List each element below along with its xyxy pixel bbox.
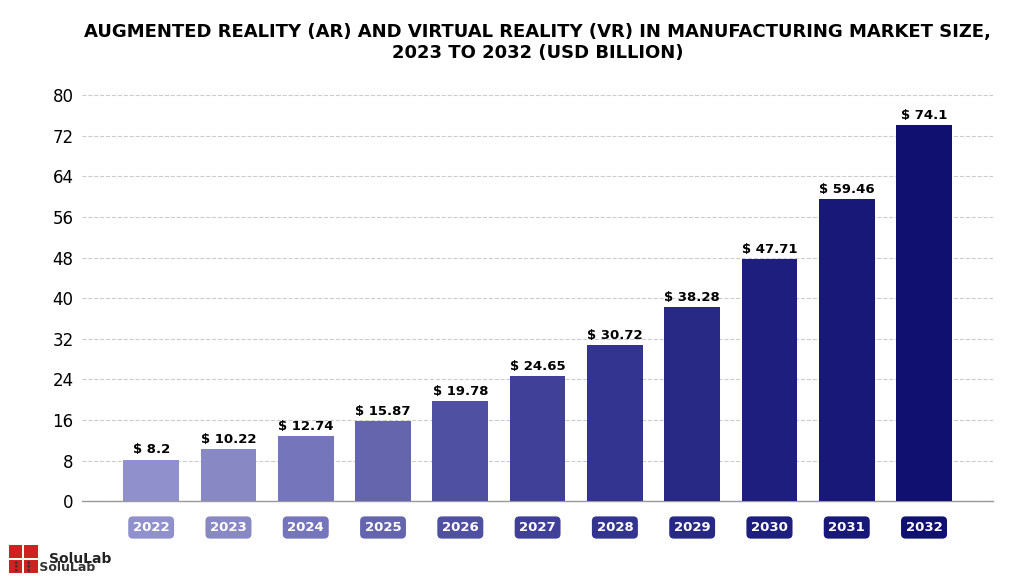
Text: $ 8.2: $ 8.2 [132,444,170,456]
Text: $ 59.46: $ 59.46 [819,183,874,196]
Text: $ 24.65: $ 24.65 [510,360,565,373]
Bar [123,460,179,501]
Bar [896,125,952,501]
Bar [278,437,334,501]
Text: 2029: 2029 [674,521,711,534]
Bar [25,560,38,573]
Bar [9,545,23,558]
Text: 2023: 2023 [210,521,247,534]
Bar [9,560,23,573]
Bar [587,345,643,501]
Bar [25,545,38,558]
Bar [819,199,874,501]
Text: $ 47.71: $ 47.71 [741,243,798,256]
Text: $ 12.74: $ 12.74 [278,420,334,433]
Bar [665,307,720,501]
Text: 2030: 2030 [751,521,787,534]
Text: 2031: 2031 [828,521,865,534]
Bar [510,376,565,501]
Text: 2022: 2022 [133,521,170,534]
Text: $ 15.87: $ 15.87 [355,404,411,418]
Text: 2025: 2025 [365,521,401,534]
Text: $ 10.22: $ 10.22 [201,433,256,446]
Text: 2027: 2027 [519,521,556,534]
Text: 2032: 2032 [905,521,942,534]
Text: $ 38.28: $ 38.28 [665,291,720,304]
Text: 2028: 2028 [597,521,633,534]
Text: $ 30.72: $ 30.72 [587,329,643,342]
Title: AUGMENTED REALITY (AR) AND VIRTUAL REALITY (VR) IN MANUFACTURING MARKET SIZE,
20: AUGMENTED REALITY (AR) AND VIRTUAL REALI… [84,24,991,62]
Text: ⋮⋮ SoluLab: ⋮⋮ SoluLab [10,560,95,573]
Bar [201,449,256,501]
Text: 2026: 2026 [442,521,478,534]
Text: SoluLab: SoluLab [49,552,112,566]
Bar [432,401,488,501]
Text: 2024: 2024 [288,521,325,534]
Text: $ 74.1: $ 74.1 [901,109,947,122]
Text: $ 19.78: $ 19.78 [432,385,488,397]
Bar [741,259,798,501]
Bar [355,420,411,501]
